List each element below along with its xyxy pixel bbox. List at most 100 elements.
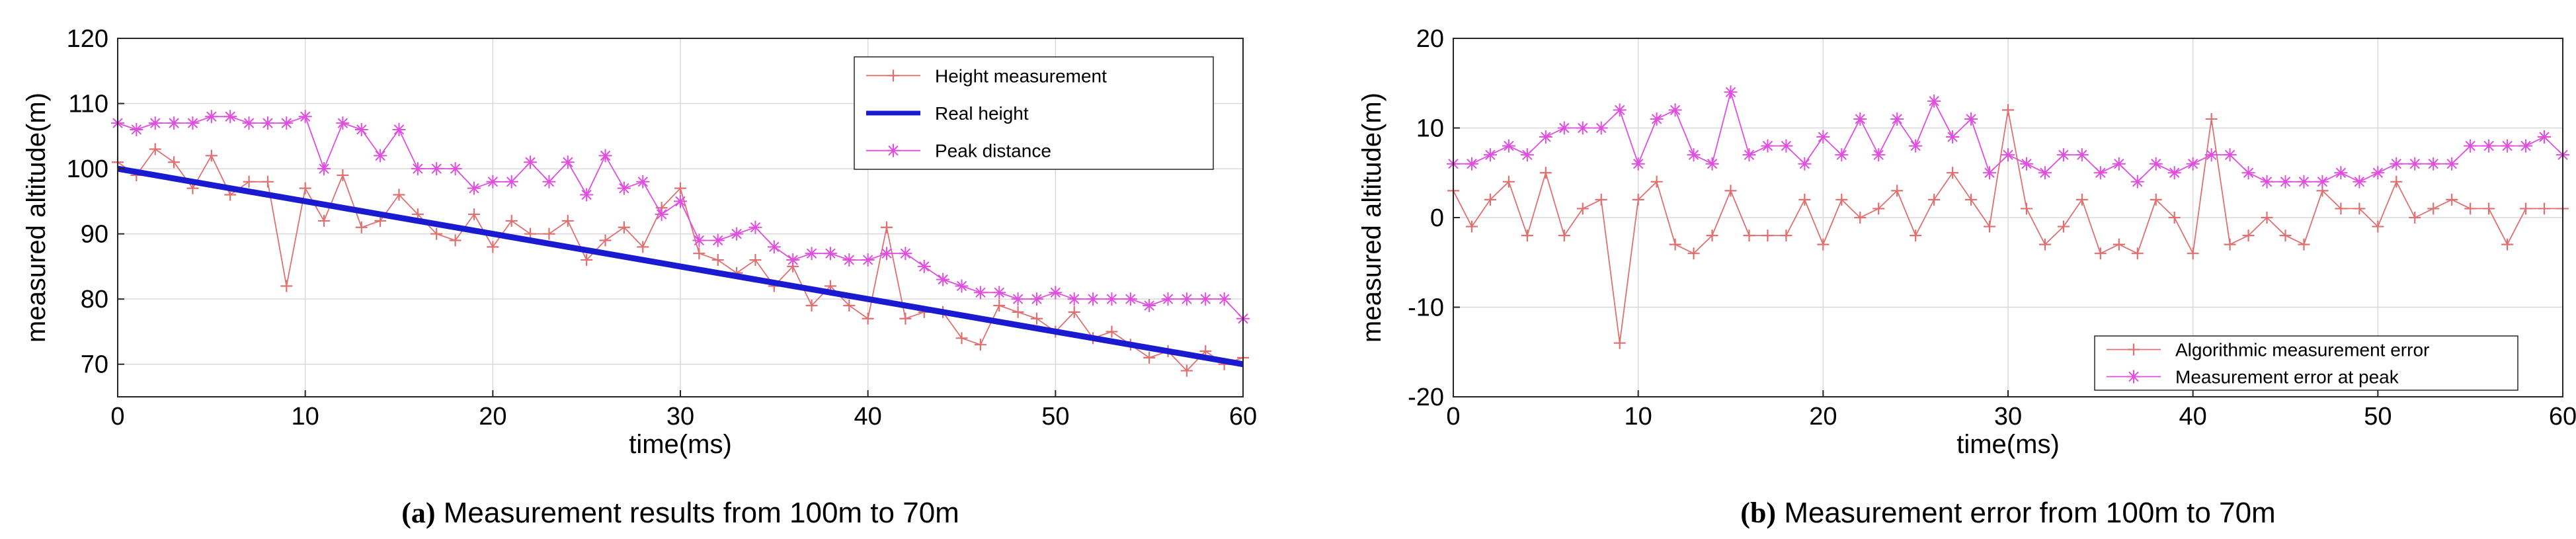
data-point [318, 214, 331, 227]
data-point [843, 300, 856, 312]
y-tick-label: -10 [1408, 294, 1444, 322]
data-point [1687, 247, 1700, 260]
data-point [449, 234, 462, 247]
data-point [1835, 148, 1849, 162]
data-point [1853, 112, 1867, 126]
data-point [1872, 148, 1886, 162]
caption-prefix: (b) [1740, 497, 1776, 529]
data-point [1086, 292, 1100, 306]
data-point [392, 122, 406, 136]
data-point [299, 182, 311, 194]
data-point [2353, 202, 2366, 215]
data-point [636, 175, 650, 188]
data-point [243, 175, 255, 188]
y-tick-label: 110 [68, 91, 108, 118]
data-point [2002, 104, 2014, 116]
data-point [2020, 202, 2033, 215]
x-tick-label: 0 [110, 403, 124, 431]
data-point [1180, 292, 1193, 306]
x-tick-label: 60 [2549, 403, 2576, 431]
data-point [2131, 247, 2144, 260]
data-point [2279, 229, 2292, 242]
x-tick-label: 60 [1229, 403, 1257, 431]
data-point [486, 175, 500, 188]
data-point [2204, 148, 2218, 162]
data-point [505, 214, 518, 227]
data-point [1631, 157, 1645, 171]
data-point [242, 116, 256, 130]
data-point [973, 286, 987, 300]
data-point [2427, 202, 2440, 215]
data-point [2261, 212, 2273, 224]
data-point [992, 286, 1006, 300]
data-point [186, 116, 200, 130]
data-point [637, 241, 649, 253]
data-point [204, 110, 218, 124]
data-point [2223, 148, 2237, 162]
y-tick-label: 100 [67, 155, 108, 183]
data-point [1909, 139, 1923, 153]
data-point [1011, 292, 1025, 306]
data-point [899, 312, 912, 325]
x-axis-label: time(ms) [629, 430, 732, 459]
chart-b-measurement-error: 0 10 20 30 40 50 60 -20 -10 0 10 20 time(ms) measured… [1357, 25, 2576, 529]
data-point [1779, 139, 1793, 153]
data-point [1143, 351, 1156, 364]
data-point [692, 233, 706, 247]
data-point [2241, 166, 2255, 180]
data-point [2075, 193, 2088, 206]
legend: Height measurement Real height Peak distan… [854, 56, 1214, 170]
figure-caption: (b) Measurement error from 100m to 70m [1740, 497, 2275, 529]
data-point [1576, 121, 1590, 135]
data-point [1502, 139, 1515, 153]
data-point [917, 259, 931, 273]
data-point [1595, 193, 1607, 206]
x-tick-label: 40 [2179, 403, 2207, 431]
data-point [1465, 220, 1478, 233]
data-point [1816, 130, 1830, 144]
data-point [223, 110, 237, 124]
data-point [823, 247, 837, 261]
data-point [2464, 202, 2477, 215]
data-point [936, 272, 950, 286]
data-point [2371, 166, 2385, 180]
legend: Algorithmic measurement error Measurement… [2094, 335, 2518, 391]
series-line [117, 165, 1244, 368]
x-tick-label: 30 [1994, 403, 2022, 431]
data-point [786, 253, 800, 267]
y-tick-label: 70 [81, 351, 108, 379]
data-point [674, 194, 687, 208]
data-point [1983, 166, 1997, 180]
data-point [1984, 220, 1996, 233]
legend-label: Peak distance [935, 141, 1051, 161]
data-point [693, 247, 705, 260]
x-tick-label: 20 [1809, 403, 1837, 431]
x-tick-label: 0 [1446, 403, 1460, 431]
data-point [487, 241, 499, 253]
data-point [168, 156, 181, 169]
data-point [2427, 157, 2440, 171]
data-point [1891, 185, 1904, 197]
data-point [2019, 157, 2033, 171]
data-point [1947, 167, 1959, 179]
data-point [1594, 121, 1608, 135]
data-point [2538, 130, 2552, 144]
data-point [543, 228, 555, 240]
data-point [1669, 238, 1681, 251]
data-point [448, 162, 462, 176]
data-point [1705, 157, 1719, 171]
legend-label: Measurement error at peak [2175, 367, 2399, 388]
data-point [1521, 229, 1533, 242]
data-point [1576, 202, 1589, 215]
data-point [2297, 175, 2311, 188]
legend-marker [2128, 343, 2140, 356]
data-point [767, 240, 781, 254]
data-point [411, 162, 424, 176]
data-point [524, 155, 538, 169]
data-point [2278, 175, 2292, 188]
data-point [1123, 292, 1137, 306]
data-point [842, 253, 856, 267]
data-point [711, 254, 724, 267]
data-point [1199, 292, 1213, 306]
data-point [1890, 112, 1904, 126]
